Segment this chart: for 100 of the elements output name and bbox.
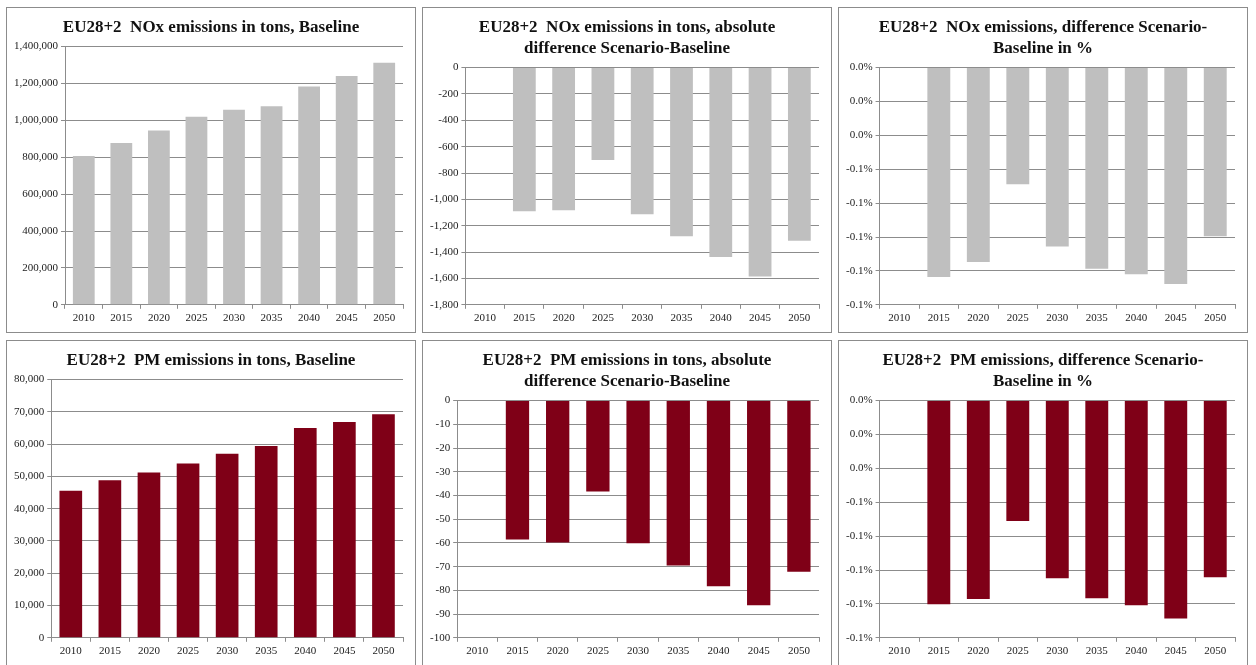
y-tick-label: 10,000 xyxy=(14,598,45,611)
y-tick-label: -1,600 xyxy=(429,271,459,284)
bar xyxy=(373,62,396,305)
chart-title: EU28+2 NOx emissions in tons, absolute difference Scenario-Baseline xyxy=(477,16,777,58)
y-tick-label: -0.1% xyxy=(846,297,873,310)
y-tick-label: 800,000 xyxy=(22,150,59,163)
x-tick-label: 2050 xyxy=(372,644,395,657)
y-tick-label: -0.1% xyxy=(846,162,873,175)
y-tick-label: -20 xyxy=(435,440,451,453)
bar xyxy=(176,463,200,638)
y-tick-label: 30,000 xyxy=(14,533,45,546)
x-tick-label: 2010 xyxy=(59,644,83,657)
y-tick-label: 0.0% xyxy=(849,393,873,406)
x-tick-label: 2030 xyxy=(223,311,246,324)
y-tick-label: -80 xyxy=(435,583,451,596)
x-tick-label: 2045 xyxy=(333,644,356,657)
x-tick-label: 2050 xyxy=(787,644,811,657)
y-tick-label: -30 xyxy=(435,464,451,477)
y-tick-label: -200 xyxy=(438,86,459,99)
x-tick-label: 2015 xyxy=(927,644,951,657)
y-tick-label: 0.0% xyxy=(849,60,873,73)
y-tick-label: -0.1% xyxy=(846,229,873,242)
x-tick-label: 2035 xyxy=(1085,311,1109,324)
y-tick-label: -1,400 xyxy=(429,244,459,257)
chart-title: EU28+2 PM emissions in tons, Baseline xyxy=(65,349,357,370)
x-tick-label: 2010 xyxy=(474,311,497,324)
x-tick-label: 2025 xyxy=(586,644,610,657)
x-tick-label: 2020 xyxy=(546,644,570,657)
bar xyxy=(333,421,356,638)
bar xyxy=(298,86,320,305)
x-tick-label: 2050 xyxy=(788,311,811,324)
bar xyxy=(110,143,133,305)
bar xyxy=(254,446,278,638)
bar xyxy=(293,428,317,638)
y-tick-label: -70 xyxy=(435,559,451,572)
y-tick-label: -0.1% xyxy=(846,630,873,643)
x-tick-label: 2040 xyxy=(294,644,317,657)
x-tick-label: 2025 xyxy=(1006,311,1030,324)
chart-title: EU28+2 PM emissions, difference Scenario-Baseline in % xyxy=(881,349,1205,391)
chart-title: EU28+2 NOx emissions in tons, Baseline xyxy=(61,16,361,37)
x-tick-label: 2035 xyxy=(255,644,278,657)
x-tick-label: 2015 xyxy=(513,311,536,324)
chart-title: EU28+2 NOx emissions, difference Scenario-Baseline in % xyxy=(877,16,1209,58)
x-tick-label: 2040 xyxy=(707,644,730,657)
y-tick-label: 0 xyxy=(38,630,45,643)
x-tick-label: 2020 xyxy=(137,644,161,657)
y-tick-label: -60 xyxy=(435,535,451,548)
x-tick-label: 2030 xyxy=(631,311,654,324)
y-tick-label: -400 xyxy=(438,113,459,126)
x-tick-label: 2045 xyxy=(1164,644,1188,657)
bar xyxy=(148,130,170,305)
y-tick-label: -0.1% xyxy=(846,263,873,276)
x-tick-label: 2040 xyxy=(298,311,321,324)
y-tick-label: -1,200 xyxy=(429,218,459,231)
y-tick-label: 0.0% xyxy=(849,128,873,141)
x-tick-label: 2040 xyxy=(1125,644,1148,657)
x-tick-label: 2045 xyxy=(749,311,772,324)
y-tick-label: 60,000 xyxy=(14,437,45,450)
y-tick-label: 400,000 xyxy=(22,223,59,236)
y-tick-label: 0 xyxy=(452,60,459,73)
x-tick-label: 2045 xyxy=(1164,311,1188,324)
y-tick-label: -100 xyxy=(429,630,451,643)
x-tick-label: 2015 xyxy=(98,644,122,657)
y-tick-label: 1,200,000 xyxy=(14,76,59,89)
y-tick-label: 40,000 xyxy=(14,501,45,514)
x-tick-label: 2015 xyxy=(927,311,951,324)
x-tick-label: 2035 xyxy=(1085,644,1109,657)
x-tick-label: 2025 xyxy=(177,644,200,657)
y-tick-label: -40 xyxy=(435,488,451,501)
x-tick-label: 2010 xyxy=(888,644,911,657)
y-tick-label: -10 xyxy=(435,417,451,430)
y-tick-label: -50 xyxy=(435,512,451,525)
y-tick-label: -0.1% xyxy=(846,529,873,542)
bar xyxy=(260,106,283,305)
y-tick-label: -600 xyxy=(438,139,459,152)
bar xyxy=(185,116,208,305)
bar xyxy=(335,75,358,305)
x-tick-label: 2045 xyxy=(747,644,771,657)
y-tick-label: -1,000 xyxy=(429,192,459,205)
x-tick-label: 2040 xyxy=(709,311,733,324)
x-tick-label: 2050 xyxy=(1204,644,1227,657)
y-tick-label: 70,000 xyxy=(14,404,45,417)
x-tick-label: 2010 xyxy=(72,311,96,324)
x-tick-label: 2010 xyxy=(888,311,911,324)
x-tick-label: 2045 xyxy=(335,311,359,324)
y-tick-label: -1,800 xyxy=(429,297,459,310)
y-tick-label: 600,000 xyxy=(22,187,59,200)
y-tick-label: 1,400,000 xyxy=(14,39,59,52)
x-tick-label: 2020 xyxy=(967,644,990,657)
bar xyxy=(215,453,239,638)
y-tick-label: -0.1% xyxy=(846,562,873,575)
x-tick-label: 2015 xyxy=(506,644,529,657)
x-tick-label: 2025 xyxy=(185,311,208,324)
x-tick-label: 2015 xyxy=(110,311,133,324)
y-tick-label: 20,000 xyxy=(14,566,45,579)
x-tick-label: 2030 xyxy=(627,644,650,657)
bar xyxy=(223,109,245,305)
bar xyxy=(98,480,122,638)
bar xyxy=(137,472,161,638)
x-tick-label: 2020 xyxy=(552,311,576,324)
